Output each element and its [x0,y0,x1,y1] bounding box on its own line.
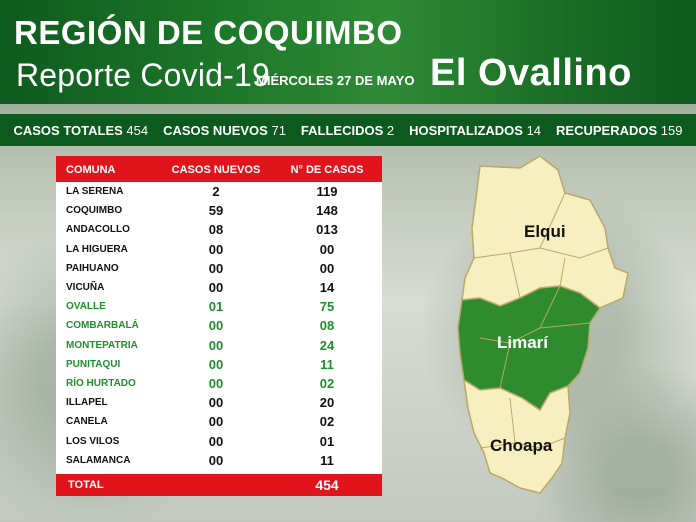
cell-numero-casos: 119 [316,184,338,200]
table-row: ILLAPEL 00 20 [56,393,382,412]
map-label-choapa: Choapa [490,436,553,455]
map-label-elqui: Elqui [524,222,566,241]
cell-numero-casos: 14 [319,280,335,296]
cell-numero-casos: 20 [319,395,335,411]
stat-hospitalizados: HOSPITALIZADOS 14 [409,122,542,138]
table-row: PUNITAQUI 00 11 [56,355,382,374]
report-date: MIÉRCOLES 27 DE MAYO [256,73,415,88]
brand-logo: El Ovallino [430,52,632,94]
cell-numero-casos: 08 [319,318,335,334]
cell-numero-casos: 02 [319,375,335,391]
table-header-row: COMUNA CASOS NUEVOS N° DE CASOS [56,156,382,182]
cell-numero-casos: 11 [320,356,334,372]
map-province-choapa [463,378,571,494]
cell-comuna: MONTEPATRIA [66,339,138,351]
map-commune-borders [473,192,609,449]
table-row: CANELA 00 02 [56,412,382,431]
cell-numero-casos: 24 [319,337,335,353]
header-numero-casos: N° DE CASOS [290,164,364,176]
cell-comuna: OVALLE [66,301,106,313]
cell-numero-casos: 01 [319,433,335,449]
cell-casos-nuevos: 00 [208,260,224,276]
cell-casos-nuevos: 00 [208,241,224,257]
title-report: Reporte Covid-19 [16,57,270,93]
cell-casos-nuevos: 00 [208,356,224,372]
stat-fallecidos: FALLECIDOS 2 [300,122,395,138]
title-region: REGIÓN DE COQUIMBO [14,14,403,51]
cell-comuna: PAIHUANO [66,262,119,274]
cell-casos-nuevos: 00 [208,414,224,430]
table-row: MONTEPATRIA 00 24 [56,336,382,355]
table-row: ANDACOLLO 08 013 [56,220,382,239]
total-row: TOTAL 454 [56,474,382,496]
cell-casos-nuevos: 59 [208,203,224,219]
cell-comuna: PUNITAQUI [66,358,121,370]
stat-casos-nuevos: CASOS NUEVOS 71 [163,122,286,138]
cell-numero-casos: 75 [319,299,335,315]
table-row: COMBARBALÁ 00 08 [56,316,382,335]
cell-comuna: SALAMANCA [66,454,131,466]
cell-casos-nuevos: 00 [208,280,224,296]
table-row: LOS VILOS 00 01 [56,431,382,450]
cell-comuna: LA HIGUERA [66,243,128,255]
total-value: 454 [315,477,339,493]
header-comuna: COMUNA [66,164,116,176]
cell-numero-casos: 148 [316,203,338,219]
region-map [457,155,629,494]
cell-numero-casos: 013 [316,222,338,238]
cell-comuna: ANDACOLLO [66,224,130,236]
cell-comuna: COMBARBALÁ [66,320,139,332]
cell-casos-nuevos: 08 [208,222,224,238]
cell-comuna: CANELA [66,416,108,428]
cell-comuna: RÍO HURTADO [66,377,136,389]
cell-comuna: VICUÑA [66,282,105,294]
cell-comuna: COQUIMBO [66,205,123,217]
cell-numero-casos: 11 [320,452,334,468]
table-row: VICUÑA 00 14 [56,278,382,297]
cell-casos-nuevos: 00 [208,395,224,411]
cell-casos-nuevos: 00 [208,433,224,449]
cell-casos-nuevos: 2 [212,184,220,200]
cell-comuna: LA SERENA [66,186,124,198]
cell-numero-casos: 00 [319,260,335,276]
cell-comuna: ILLAPEL [66,397,108,409]
cell-casos-nuevos: 00 [208,452,224,468]
cell-casos-nuevos: 00 [208,318,224,334]
total-label: TOTAL [68,479,104,491]
table-row: SALAMANCA 00 11 [56,451,382,470]
table-row: LA HIGUERA 00 00 [56,240,382,259]
table-row: LA SERENA 2 119 [56,182,382,201]
cell-casos-nuevos: 00 [208,337,224,353]
table-row: RÍO HURTADO 00 02 [56,374,382,393]
table-row: COQUIMBO 59 148 [56,201,382,220]
cases-table: COMUNA CASOS NUEVOS N° DE CASOS LA SEREN… [56,156,382,470]
cell-casos-nuevos: 01 [208,299,224,315]
header-banner: REGIÓN DE COQUIMBO Reporte Covid-19 MIÉR… [0,0,696,104]
cases-table-panel: COMUNA CASOS NUEVOS N° DE CASOS LA SEREN… [56,156,382,496]
cell-casos-nuevos: 00 [208,375,224,391]
stats-bar: CASOS TOTALES 454 CASOS NUEVOS 71 FALLEC… [0,114,696,146]
table-row: PAIHUANO 00 00 [56,259,382,278]
cell-numero-casos: 02 [319,414,335,430]
header-casos-nuevos: CASOS NUEVOS [171,164,261,176]
map-label-limari: Limarí [497,333,549,352]
cell-comuna: LOS VILOS [66,435,120,447]
table-row: OVALLE 01 75 [56,297,382,316]
stat-casos-totales: CASOS TOTALES 454 [13,122,149,138]
cell-numero-casos: 00 [319,241,335,257]
stat-recuperados: RECUPERADOS 159 [556,122,683,138]
